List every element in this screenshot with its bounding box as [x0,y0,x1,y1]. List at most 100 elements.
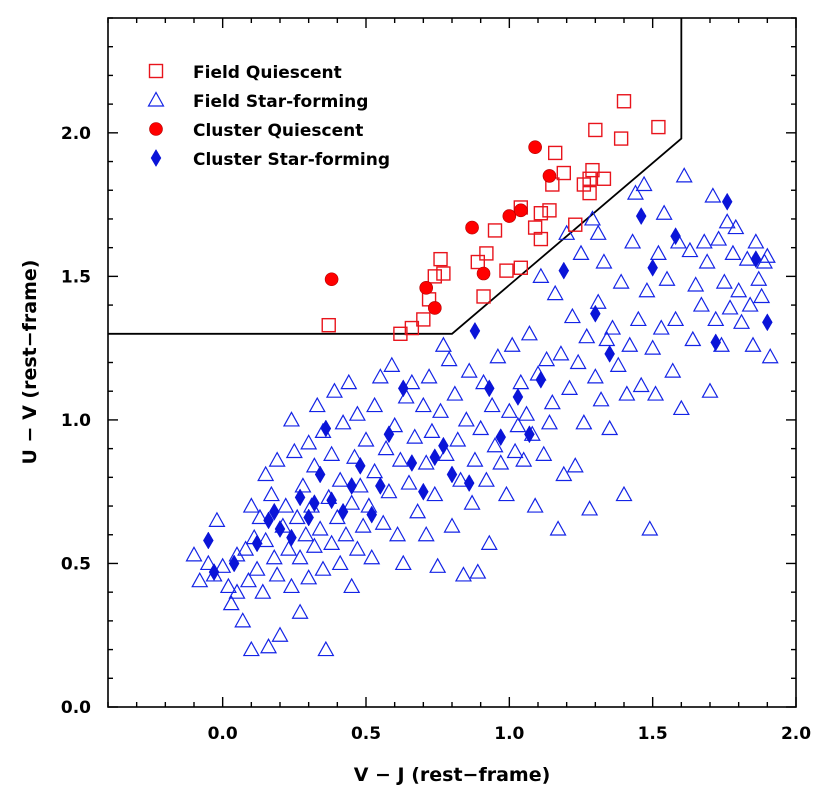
point-field-quiescent [476,289,491,304]
point-field-star-forming [454,566,472,582]
point-field-star-forming [397,388,415,404]
point-cluster-star-forming [383,425,395,444]
point-cluster-star-forming [721,192,733,211]
point-field-star-forming [744,336,762,352]
point-field-quiescent [527,220,543,235]
point-field-star-forming [500,402,518,418]
point-field-quiescent [436,266,451,281]
point-cluster-quiescent [427,301,442,315]
point-field-star-forming [185,546,203,562]
legend-label: Field Quiescent [193,63,342,83]
point-cluster-star-forming [303,508,314,527]
point-field-quiescent [427,269,442,284]
point-field-star-forming [638,281,656,298]
point-field-star-forming [300,569,318,585]
point-field-quiescent [533,206,549,221]
point-field-star-forming [219,577,237,594]
point-field-star-forming [701,382,719,398]
point-field-star-forming [391,451,409,467]
point-field-star-forming [214,557,232,573]
point-field-star-forming [509,416,527,433]
point-field-star-forming [228,583,246,599]
point-field-quiescent [548,145,563,161]
point-field-star-forming [346,448,364,464]
point-field-star-forming [331,471,349,487]
point-field-star-forming [380,482,398,499]
point-field-star-forming [237,540,255,556]
point-field-star-forming [727,218,745,235]
point-field-star-forming [750,270,768,286]
point-field-star-forming [406,428,424,444]
point-cluster-star-forming [512,387,524,406]
point-field-star-forming [730,281,748,298]
point-field-star-forming [472,419,490,436]
point-field-star-forming [260,637,278,654]
legend: Field Quiescent Field Star-forming Cluster… [147,63,390,170]
point-cluster-star-forming [469,321,481,340]
point-field-star-forming [615,485,633,502]
point-field-star-forming [520,325,538,341]
point-cluster-star-forming [524,425,535,444]
series-cluster-quiescent [324,140,557,315]
point-field-quiescent [596,171,612,186]
point-field-star-forming [440,350,458,367]
point-field-quiescent [470,254,485,270]
point-field-star-forming [741,296,759,312]
point-field-star-forming [641,520,659,536]
point-field-star-forming [242,497,260,513]
point-field-star-forming [305,457,323,473]
point-field-quiescent [416,312,431,327]
point-field-star-forming [323,534,341,550]
point-field-star-forming [414,396,432,413]
point-field-star-forming [417,454,435,470]
point-field-star-forming [366,462,384,479]
point-field-star-forming [715,273,733,289]
point-field-star-forming [437,445,455,461]
point-field-quiescent [487,223,503,238]
point-cluster-star-forming [294,488,306,507]
point-field-star-forming [672,399,690,416]
point-field-star-forming [271,626,289,642]
point-field-star-forming [698,253,716,269]
point-cluster-quiescent [465,220,479,235]
point-field-star-forming [581,500,599,516]
point-field-star-forming [707,310,725,327]
point-field-star-forming [199,554,217,571]
point-field-star-forming [598,330,616,347]
tick-marks [107,17,797,708]
point-field-star-forming [692,296,710,312]
plot-frame [107,17,797,708]
point-field-star-forming [417,526,435,542]
point-field-star-forming [561,379,579,395]
point-field-star-forming [583,210,601,226]
point-field-star-forming [423,422,441,438]
point-field-star-forming [652,319,670,335]
point-cluster-star-forming [366,505,378,524]
legend-item: Field Quiescent [148,63,342,83]
series-field-quiescent [321,94,666,341]
point-field-star-forming [452,471,470,487]
point-cluster-star-forming [326,491,337,510]
point-field-star-forming [311,520,329,536]
x-tick-label: 0.5 [351,724,381,744]
point-field-quiescent [393,326,408,341]
point-field-star-forming [288,508,306,525]
x-tick-label: 0.0 [208,724,238,744]
point-field-star-forming [649,244,667,261]
point-cluster-star-forming [429,448,441,467]
point-field-star-forming [629,310,647,327]
point-field-star-forming [460,362,478,378]
point-field-star-forming [317,640,335,657]
point-field-star-forming [374,514,392,530]
point-cluster-star-forming [406,453,418,472]
point-field-star-forming [449,431,467,447]
point-cluster-star-forming [483,379,495,398]
point-field-star-forming [667,310,685,327]
point-field-star-forming [463,494,481,510]
point-field-star-forming [323,445,341,461]
point-cluster-star-forming [670,227,681,246]
point-field-star-forming [566,457,584,473]
point-cluster-star-forming [286,528,297,547]
point-cluster-star-forming [750,250,762,269]
